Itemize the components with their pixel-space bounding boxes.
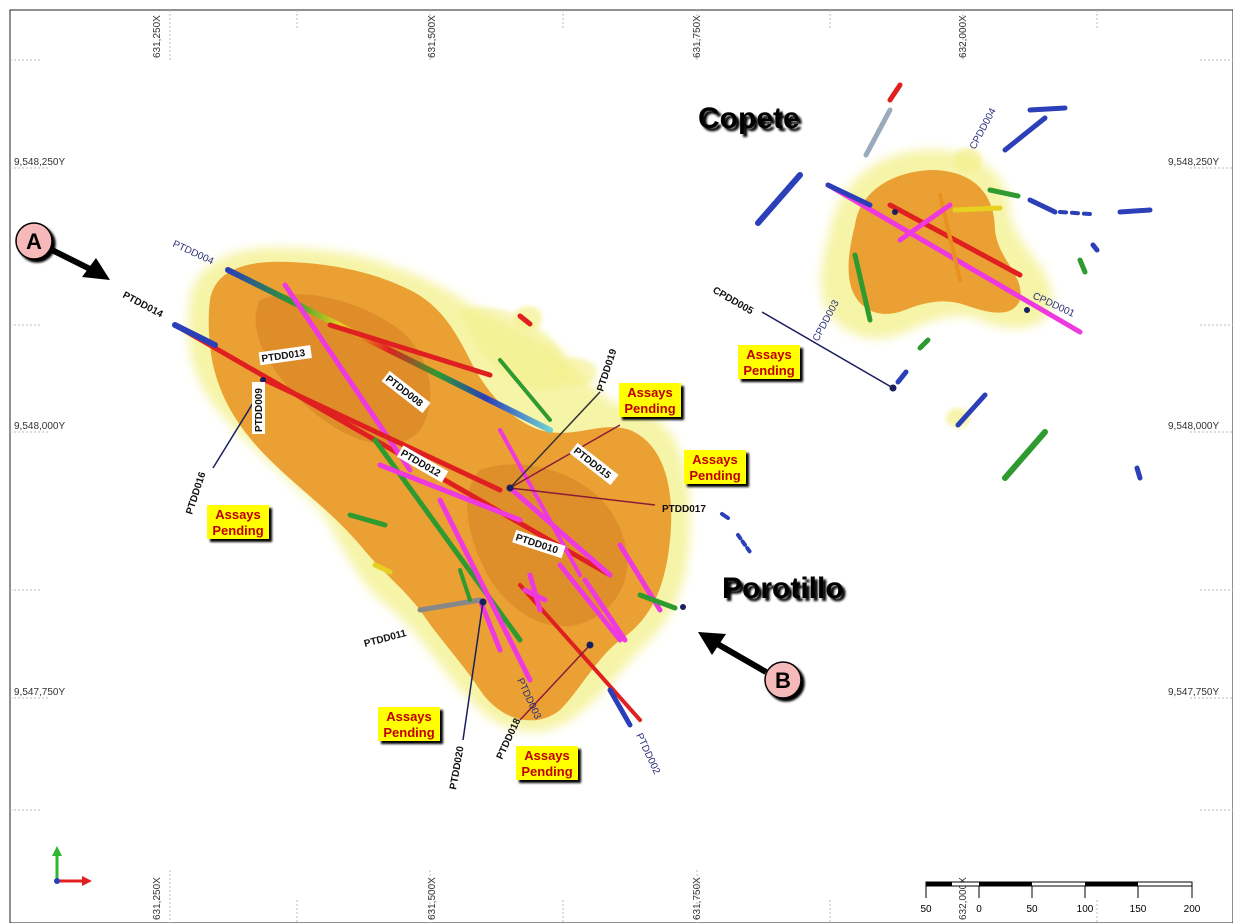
grid-ticks bbox=[10, 10, 1233, 923]
assays-pending-box: Assays Pending bbox=[378, 707, 440, 741]
prospect-label-copete: Copete bbox=[698, 102, 800, 135]
northing-label-right: 9,548,000Y bbox=[1168, 421, 1219, 432]
northing-label-right: 9,547,750Y bbox=[1168, 687, 1219, 698]
scale-label: 100 bbox=[1077, 904, 1094, 915]
svg-text:Assays: Assays bbox=[627, 385, 673, 400]
northing-label-left: 9,547,750Y bbox=[14, 687, 65, 698]
easting-label-top: 631,250X bbox=[152, 15, 163, 58]
scale-label: 50 bbox=[1026, 904, 1038, 915]
collar-markers bbox=[260, 209, 1030, 649]
northing-label-left: 9,548,000Y bbox=[14, 421, 65, 432]
svg-text:Assays: Assays bbox=[692, 452, 738, 467]
drill-trace-ptdd016 bbox=[212, 394, 259, 469]
scale-label: 0 bbox=[976, 904, 982, 915]
prospect-label-porotillo: Porotillo bbox=[722, 572, 844, 605]
svg-text:Pending: Pending bbox=[521, 764, 572, 779]
easting-label-top: 631,750X bbox=[692, 15, 703, 58]
assays-pending-box: Assays Pending bbox=[619, 383, 681, 417]
drill-trace-ptdd020 bbox=[462, 601, 484, 741]
drill-trace-ptdd017 bbox=[509, 487, 656, 506]
section-marker-b: B bbox=[698, 632, 802, 699]
assays-pending-box: Assays Pending bbox=[207, 505, 269, 539]
drill-trace-ptdd018 bbox=[519, 644, 591, 721]
scale-label: 150 bbox=[1130, 904, 1147, 915]
easting-label-bottom: 632,000X bbox=[958, 877, 969, 920]
svg-text:Pending: Pending bbox=[624, 401, 675, 416]
assays-pending-box: Assays Pending bbox=[516, 746, 578, 780]
easting-label-top: 631,500X bbox=[427, 15, 438, 58]
copete-drill-traces bbox=[720, 82, 1153, 554]
easting-label-bottom: 631,250X bbox=[152, 877, 163, 920]
assays-pending-labels: Assays Pending Assays Pending Assays Pen… bbox=[207, 345, 800, 780]
marker-label-b: B bbox=[775, 668, 791, 693]
svg-text:Assays: Assays bbox=[524, 748, 570, 763]
section-marker-a: A bbox=[15, 222, 110, 280]
axis-indicator bbox=[52, 846, 92, 886]
assays-pending-box: Assays Pending bbox=[738, 345, 800, 379]
drill-trace-ptdd019 bbox=[509, 391, 601, 489]
svg-text:Pending: Pending bbox=[383, 725, 434, 740]
svg-text:Assays: Assays bbox=[746, 347, 792, 362]
scale-label: 200 bbox=[1184, 904, 1201, 915]
svg-text:Assays: Assays bbox=[215, 507, 261, 522]
drill-trace-ptdd014 bbox=[172, 322, 613, 578]
pending-drill-traces bbox=[212, 311, 894, 741]
scale-label: 50 bbox=[920, 904, 932, 915]
svg-text:Pending: Pending bbox=[212, 523, 263, 538]
porotillo-drill-traces bbox=[172, 267, 678, 728]
easting-label-bottom: 631,500X bbox=[427, 877, 438, 920]
drill-trace-ptdd012 bbox=[262, 377, 503, 493]
svg-text:Assays: Assays bbox=[386, 709, 432, 724]
drill-trace-ptdd004 bbox=[225, 267, 553, 433]
assays-pending-box: Assays Pending bbox=[684, 450, 746, 484]
scale-bar: 50 0 50 100 150 200 bbox=[920, 881, 1201, 915]
northing-label-right: 9,548,250Y bbox=[1168, 157, 1219, 168]
drill-trace-ptdd003 bbox=[437, 497, 533, 683]
svg-text:Pending: Pending bbox=[689, 468, 740, 483]
svg-text:Pending: Pending bbox=[743, 363, 794, 378]
drill-trace-cpdd005 bbox=[761, 311, 894, 389]
hole-label-ptdd017: PTDD017 bbox=[662, 504, 706, 515]
easting-label-bottom: 631,750X bbox=[692, 877, 703, 920]
northing-label-left: 9,548,250Y bbox=[14, 157, 65, 168]
hole-label-ptdd009: PTDD009 bbox=[254, 388, 265, 432]
easting-label-top: 632,000X bbox=[958, 15, 969, 58]
marker-label-a: A bbox=[26, 229, 42, 254]
drill-trace-ptdd015 bbox=[507, 485, 613, 578]
drill-trace-cpdd003 bbox=[852, 252, 873, 323]
prospect-labels: Copete Porotillo bbox=[698, 102, 844, 605]
